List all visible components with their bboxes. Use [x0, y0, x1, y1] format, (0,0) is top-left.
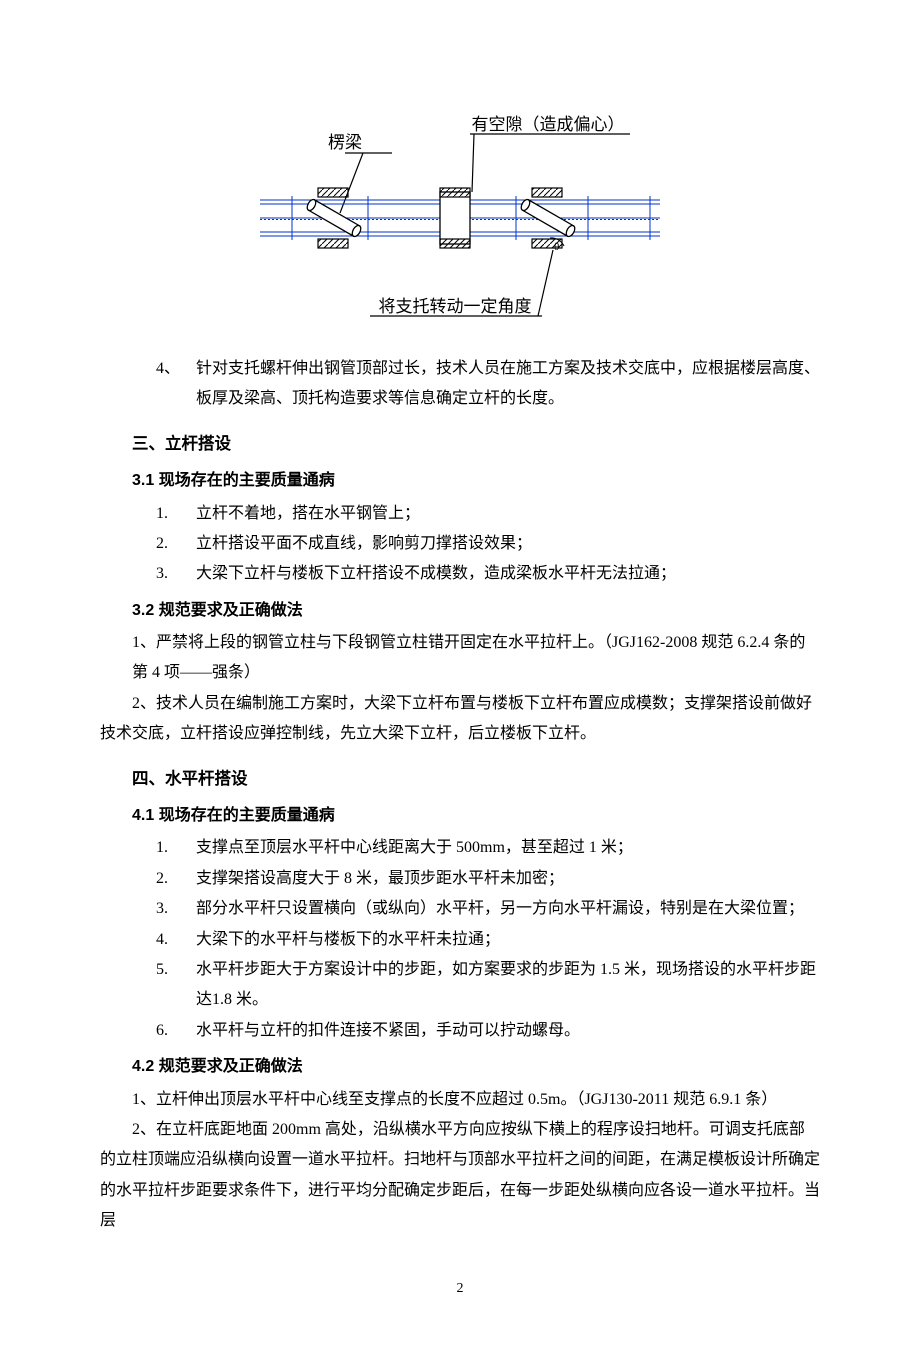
sec4-sub1-heading: 4.1 现场存在的主要质量通病 [100, 801, 820, 831]
sec3-sub1-heading: 3.1 现场存在的主要质量通病 [100, 466, 820, 496]
label-top-right: 有空隙（造成偏心） [472, 115, 625, 134]
sec4-sub1-item: 2.支撑架搭设高度大于 8 米，最顶步距水平杆未加密； [100, 864, 820, 894]
svg-text:θ: θ [554, 241, 559, 253]
diagram-container: 楞梁 有空隙（造成偏心） [100, 100, 820, 330]
sec4-sub2-p2: 2、在立杆底距地面 200mm 高处，沿纵横水平方向应按纵下横上的程序设扫地杆。… [100, 1115, 820, 1237]
sec3-sub2-p2: 2、技术人员在编制施工方案时，大梁下立杆布置与楼板下立杆布置应成模数；支撑架搭设… [100, 689, 820, 750]
sec4-sub1-item: 6.水平杆与立杆的扣件连接不紧固，手动可以拧动螺母。 [100, 1016, 820, 1046]
sec3-heading: 三、立杆搭设 [100, 429, 820, 460]
sec4-sub1-item: 4.大梁下的水平杆与楼板下的水平杆未拉通； [100, 925, 820, 955]
sec3-sub1-item: 1.立杆不着地，搭在水平钢管上； [100, 499, 820, 529]
sec3-sub1-item: 3.大梁下立杆与楼板下立杆搭设不成模数，造成梁板水平杆无法拉通； [100, 559, 820, 589]
item-4: 4、 针对支托螺杆伸出钢管顶部过长，技术人员在施工方案及技术交底中，应根据楼层高… [100, 354, 820, 415]
sec4-sub1-item: 1.支撑点至顶层水平杆中心线距离大于 500mm，甚至超过 1 米； [100, 833, 820, 863]
label-top-left: 楞梁 [328, 133, 362, 152]
label-bottom: 将支托转动一定角度 [379, 297, 532, 316]
sec4-sub2-p1: 1、立杆伸出顶层水平杆中心线至支撑点的长度不应超过 0.5m。（JGJ130-2… [100, 1085, 820, 1115]
item-4-text: 针对支托螺杆伸出钢管顶部过长，技术人员在施工方案及技术交底中，应根据楼层高度、 … [196, 354, 820, 415]
sec4-sub1-item: 5.水平杆步距大于方案设计中的步距，如方案要求的步距为 1.5 米，现场搭设的水… [100, 955, 820, 1016]
page-number: 2 [100, 1276, 820, 1303]
item-4-num: 4、 [156, 354, 196, 415]
sec4-heading: 四、水平杆搭设 [100, 764, 820, 795]
sec3-sub1-item: 2.立杆搭设平面不成直线，影响剪刀撑搭设效果； [100, 529, 820, 559]
sec4-sub1-item: 3.部分水平杆只设置横向（或纵向）水平杆，另一方向水平杆漏设，特别是在大梁位置； [100, 894, 820, 924]
sec4-sub2-heading: 4.2 规范要求及正确做法 [100, 1052, 820, 1082]
support-diagram: 楞梁 有空隙（造成偏心） [250, 100, 670, 330]
sec3-sub2-p1: 1、严禁将上段的钢管立柱与下段钢管立柱错开固定在水平拉杆上。（JGJ162-20… [100, 628, 820, 689]
sec3-sub2-heading: 3.2 规范要求及正确做法 [100, 596, 820, 626]
